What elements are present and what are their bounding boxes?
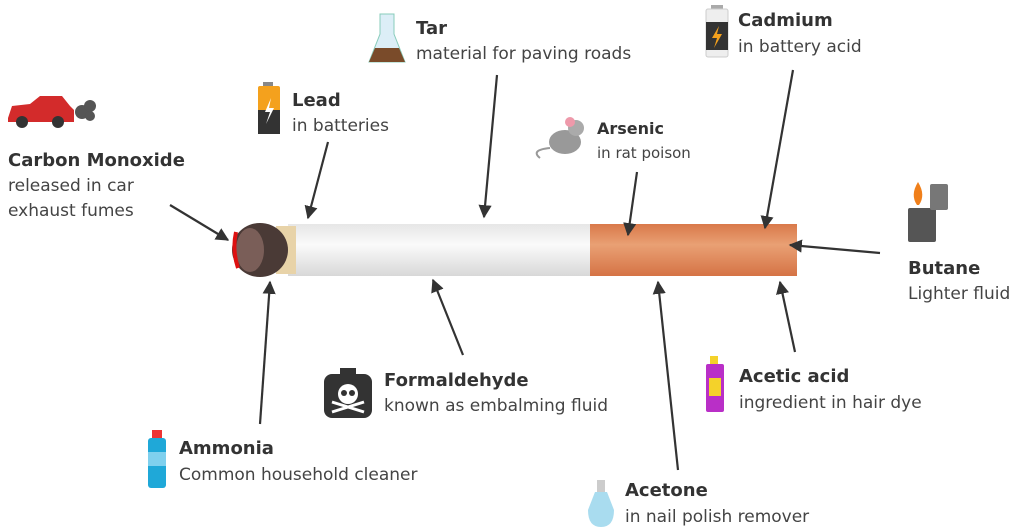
spray-icon [706, 356, 724, 412]
rat-icon [537, 117, 584, 158]
skull-icon [324, 368, 372, 418]
item-description: material for paving roads [416, 44, 631, 64]
item-name: Formaldehyde [384, 370, 529, 391]
arrow [658, 282, 678, 470]
arrow [308, 142, 328, 218]
item-name: Butane [908, 258, 980, 279]
item-description: released in car [8, 176, 134, 196]
battery-icon [258, 82, 280, 134]
item-description: in battery acid [738, 37, 862, 57]
paper [288, 224, 592, 276]
item-name: Ammonia [179, 438, 274, 459]
arrow [170, 205, 228, 240]
item-description: ingredient in hair dye [739, 393, 922, 413]
item-name: Acetic acid [739, 366, 849, 387]
diagram: Carbon Monoxide released in car exhaust … [0, 0, 1023, 527]
item-description: in rat poison [597, 144, 691, 162]
car-icon [8, 96, 96, 128]
ash-inner [236, 228, 264, 272]
item-description: in nail polish remover [625, 507, 809, 527]
item-name: Lead [292, 90, 341, 111]
arrow [765, 70, 793, 228]
battery-icon [706, 5, 728, 57]
arrow [484, 75, 497, 217]
filter [590, 224, 797, 276]
arrow [260, 282, 270, 424]
page: {"items": [ {"name": "Carbon Monoxide", … [0, 0, 1023, 527]
item-name: Tar [416, 18, 447, 39]
bottle-icon [148, 430, 166, 488]
lighter-icon [908, 182, 948, 242]
item-name: Acetone [625, 480, 708, 501]
item-description: known as embalming fluid [384, 396, 608, 416]
item-name: Carbon Monoxide [8, 150, 185, 171]
cigarette [232, 223, 797, 277]
item-description: exhaust fumes [8, 201, 134, 221]
item-description: Lighter fluid [908, 284, 1010, 304]
bottle-icon [588, 480, 614, 527]
item-name: Cadmium [738, 10, 833, 31]
item-description: Common household cleaner [179, 465, 418, 485]
item-name: Arsenic [597, 119, 664, 138]
item-description: in batteries [292, 116, 389, 136]
arrow [780, 282, 795, 352]
flask-icon [369, 14, 405, 62]
arrow [433, 280, 463, 355]
arrow [790, 245, 880, 253]
